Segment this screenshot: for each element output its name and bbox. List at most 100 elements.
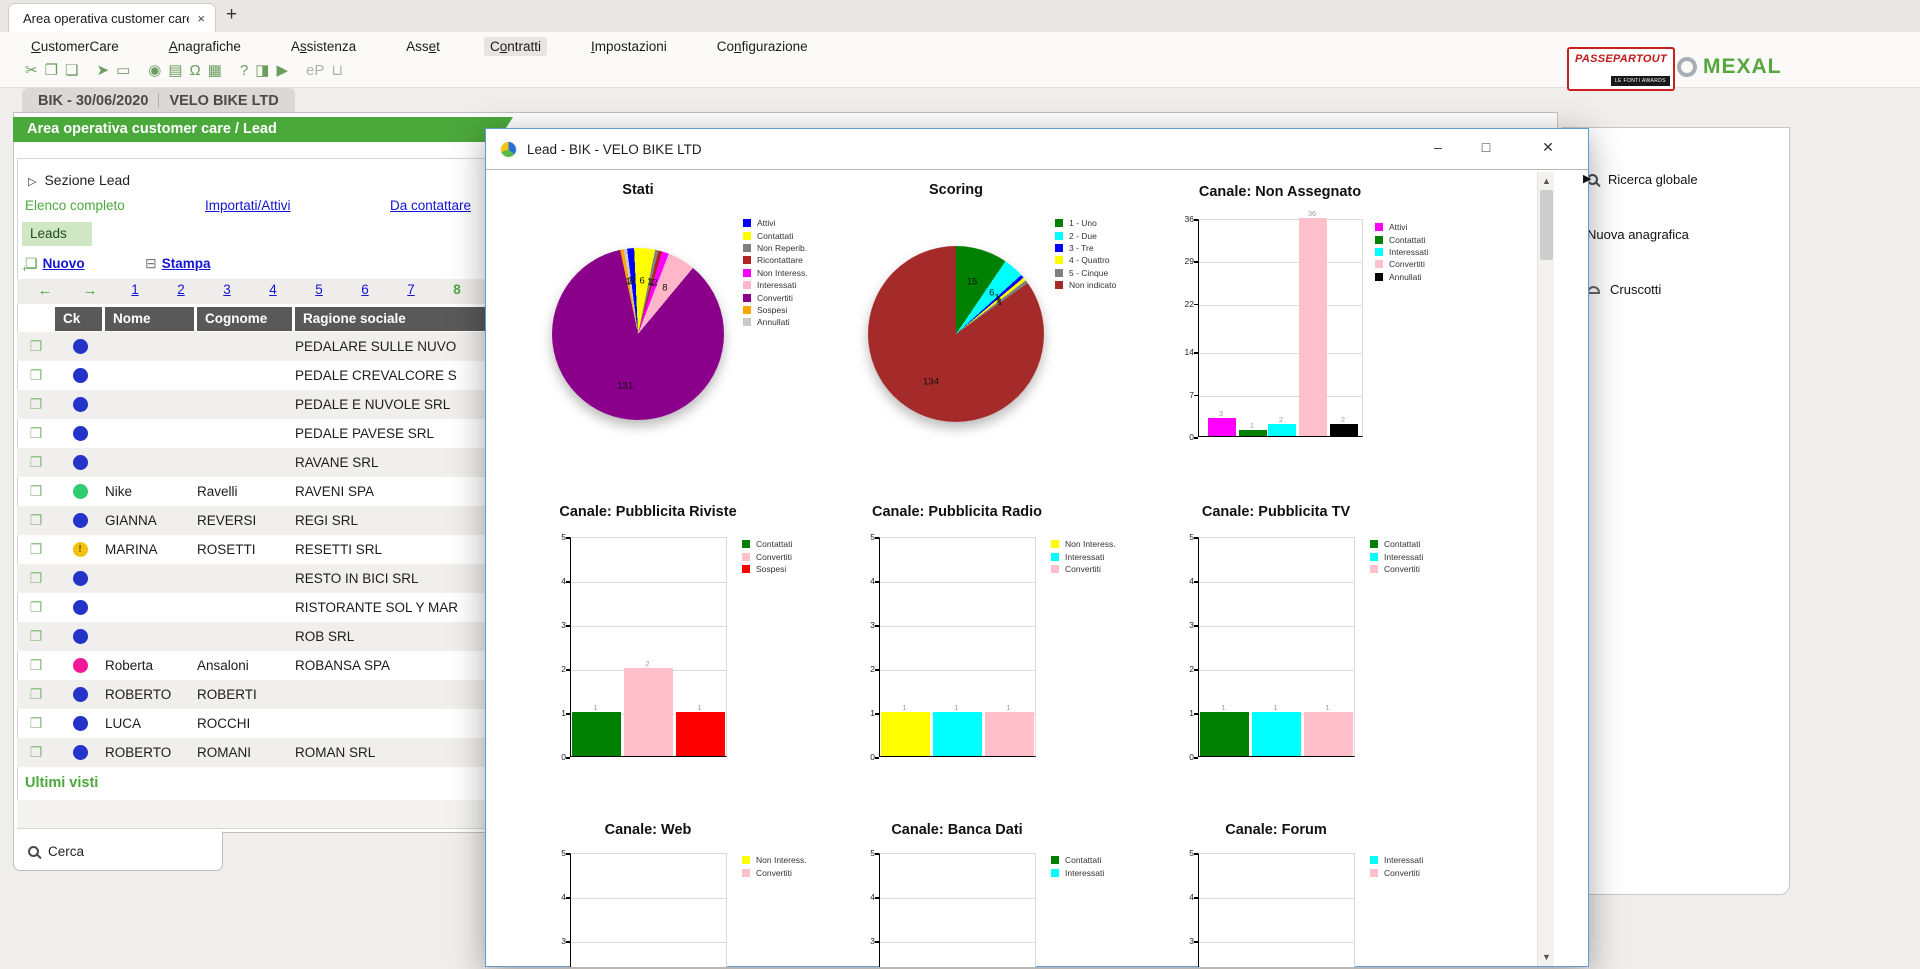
status-cell	[55, 513, 105, 528]
sidebar-item-cruscotti[interactable]: Cruscotti	[1587, 282, 1661, 297]
table-row[interactable]: ❐ Nike Ravelli RAVENI SPA	[17, 477, 1554, 506]
copy-lead-icon[interactable]: ❐	[29, 396, 43, 412]
copy-lead-icon[interactable]: ❐	[29, 541, 43, 557]
column-header-ck[interactable]: Ck	[55, 307, 102, 331]
y-tick-mark	[1194, 625, 1198, 627]
legend-item-convertiti: Convertiti	[743, 291, 808, 303]
menu-item-contratti[interactable]: Contratti	[483, 36, 547, 56]
panel-collapse-arrow-icon[interactable]: ▶	[1583, 173, 1592, 185]
menu-item-asset[interactable]: Asset	[406, 38, 440, 54]
filter-da-contattare[interactable]: Da contattare	[390, 198, 472, 213]
ep-icon[interactable]: eP	[306, 62, 325, 79]
y-tick-mark	[875, 713, 879, 715]
sidebar-item-nuova-anagrafica[interactable]: Nuova anagrafica	[1587, 227, 1689, 242]
omega-icon[interactable]: Ω	[189, 62, 201, 79]
paste-icon[interactable]: ❏	[65, 62, 79, 79]
pointer-icon[interactable]: ➤	[96, 62, 110, 79]
calculator-icon[interactable]: ▦	[207, 62, 222, 79]
play-icon[interactable]: ▶	[276, 62, 289, 79]
new-lead-link[interactable]: Nuovo	[42, 256, 85, 271]
copy-lead-icon[interactable]: ❐	[29, 628, 43, 644]
filter-importati-attivi[interactable]: Importati/Attivi	[205, 198, 291, 213]
table-row[interactable]: ❐ LUCA ROCCHI	[17, 709, 1554, 738]
page-link-5[interactable]: 5	[315, 282, 323, 297]
company-breadcrumb[interactable]: BIK - 30/06/2020 VELO BIKE LTD	[22, 88, 295, 113]
print-link[interactable]: Stampa	[161, 256, 211, 271]
copy-lead-icon[interactable]: ❐	[29, 599, 43, 615]
copy-lead-icon[interactable]: ❐	[29, 657, 43, 673]
page-link-6[interactable]: 6	[361, 282, 369, 297]
table-row[interactable]: ❐ PEDALE CREVALCORE S	[17, 361, 1554, 390]
copy-lead-icon[interactable]: ❐	[29, 512, 43, 528]
legend-swatch	[1051, 540, 1059, 549]
cut-icon[interactable]: ✂	[25, 62, 38, 79]
copy-lead-icon[interactable]: ❐	[29, 744, 43, 760]
new-tab-button[interactable]: +	[226, 4, 238, 25]
dialog-titlebar[interactable]: Lead - BIK - VELO BIKE LTD – □ ✕	[486, 129, 1588, 169]
screen-share-icon[interactable]: ▭	[116, 62, 131, 79]
scrollbar-thumb[interactable]	[1540, 190, 1553, 260]
page-link-4[interactable]: 4	[269, 282, 277, 297]
notes-icon[interactable]: ▤	[168, 62, 183, 79]
table-row[interactable]: ❐ PEDALE PAVESE SRL	[17, 419, 1554, 448]
minimize-button[interactable]: –	[1434, 139, 1442, 155]
gridline	[1199, 942, 1354, 943]
bar-convertiti	[1304, 712, 1353, 756]
camera-icon[interactable]: ◉	[148, 62, 162, 79]
chart-title-canale-banca-dati: Canale: Banca Dati	[891, 822, 1023, 838]
maximize-button[interactable]: □	[1481, 139, 1491, 155]
print-button[interactable]: ⊟ Stampa	[145, 255, 211, 272]
page-link-3[interactable]: 3	[223, 282, 231, 297]
copy-icon[interactable]: ❐	[44, 62, 59, 79]
page-link-7[interactable]: 7	[407, 282, 415, 297]
gridline	[1199, 898, 1354, 899]
cell-ragione-sociale: PEDALARE SULLE NUVO	[295, 339, 457, 354]
vertical-scrollbar[interactable]: ▲ ▼	[1537, 172, 1554, 966]
scroll-up-icon[interactable]: ▲	[1542, 176, 1551, 186]
page-link-1[interactable]: 1	[131, 282, 139, 297]
bar-value-label: 1	[1249, 420, 1255, 430]
column-header-nome[interactable]: Nome	[105, 307, 194, 331]
menu-item-impostazioni[interactable]: Impostazioni	[590, 38, 667, 54]
new-lead-button[interactable]: ❏ + Nuovo	[22, 255, 85, 274]
table-row[interactable]: ❐ Roberta Ansaloni ROBANSA SPA	[17, 651, 1554, 680]
cart-icon[interactable]: ⊔	[331, 62, 344, 79]
copy-lead-icon[interactable]: ❐	[29, 425, 43, 441]
legend-swatch	[1055, 219, 1063, 228]
legend-label: 5 - Cinque	[1069, 267, 1109, 278]
table-row[interactable]: ❐ RISTORANTE SOL Y MAR	[17, 593, 1554, 622]
copy-lead-icon[interactable]: ❐	[29, 570, 43, 586]
y-tick-label: 2	[1189, 664, 1194, 674]
section-header-lead[interactable]: ▷ Sezione Lead	[28, 172, 130, 188]
page-prev-arrow[interactable]: ←	[37, 282, 53, 299]
legend-item-non-indicato: Non indicato	[1055, 279, 1116, 291]
sidebar-item-ricerca-globale[interactable]: Ricerca globale	[1587, 172, 1698, 187]
expand-triangle-icon[interactable]: ▷	[28, 176, 37, 188]
menu-item-configurazione[interactable]: Configurazione	[716, 38, 808, 54]
page-title: Area operativa customer care / Lead	[13, 117, 513, 142]
close-button[interactable]: ✕	[1542, 139, 1554, 155]
page-link-2[interactable]: 2	[177, 282, 185, 297]
help-icon[interactable]: ?	[239, 62, 249, 79]
breadcrumb-divider	[158, 93, 160, 108]
copy-lead-icon[interactable]: ❐	[29, 338, 43, 354]
legend-swatch	[743, 256, 751, 265]
legend-item-non-interess: Non Interess.	[1051, 538, 1116, 550]
copy-lead-icon[interactable]: ❐	[29, 483, 43, 499]
cell-ragione-sociale: RAVENI SPA	[295, 484, 375, 499]
search-button[interactable]: Cerca	[13, 831, 223, 871]
page-next-arrow[interactable]: →	[82, 282, 98, 299]
menu-item-assistenza[interactable]: Assistenza	[290, 38, 357, 54]
table-row[interactable]: ❐! MARINA ROSETTI RESETTI SRL	[17, 535, 1554, 564]
browser-tab[interactable]: Area operativa customer care ×	[8, 3, 216, 32]
copy-lead-icon[interactable]: ❐	[29, 715, 43, 731]
copy-lead-icon[interactable]: ❐	[29, 367, 43, 383]
column-header-cognome[interactable]: Cognome	[197, 307, 292, 331]
copy-lead-icon[interactable]: ❐	[29, 686, 43, 702]
scroll-down-icon[interactable]: ▼	[1542, 952, 1551, 962]
tab-close-icon[interactable]: ×	[197, 10, 205, 26]
document-icon[interactable]: ◨	[255, 62, 270, 79]
copy-lead-icon[interactable]: ❐	[29, 454, 43, 470]
menu-item-anagrafiche[interactable]: Anagrafiche	[168, 38, 241, 54]
menu-item-customercare[interactable]: CustomerCare	[31, 38, 119, 54]
